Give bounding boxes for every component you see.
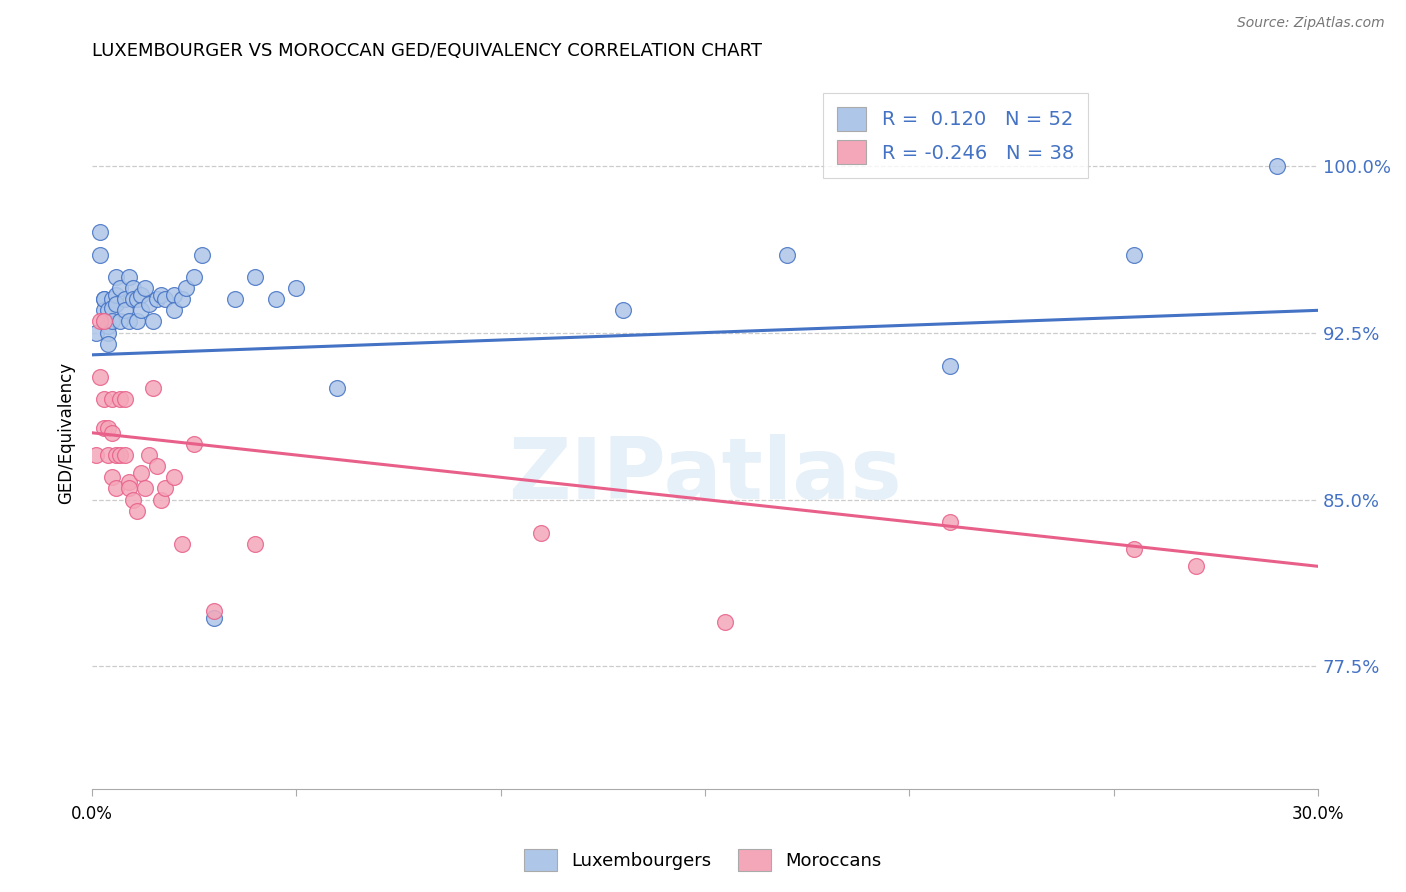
Point bbox=[125, 292, 148, 306]
Point bbox=[129, 287, 152, 301]
Point bbox=[776, 248, 799, 262]
Point bbox=[204, 610, 226, 624]
Point bbox=[121, 292, 143, 306]
Point bbox=[1123, 248, 1146, 262]
Point bbox=[125, 504, 148, 518]
Point bbox=[93, 421, 115, 435]
Point bbox=[97, 421, 120, 435]
Point bbox=[264, 292, 287, 306]
Point bbox=[97, 336, 120, 351]
Point bbox=[1184, 559, 1206, 574]
Point bbox=[170, 537, 193, 551]
Point bbox=[183, 269, 205, 284]
Point bbox=[129, 466, 152, 480]
Point bbox=[142, 381, 165, 395]
Point bbox=[114, 303, 136, 318]
Point bbox=[146, 292, 169, 306]
Point bbox=[191, 248, 214, 262]
Point bbox=[1265, 159, 1288, 173]
Point bbox=[150, 287, 173, 301]
Point bbox=[105, 448, 128, 462]
Point bbox=[84, 326, 107, 340]
Legend: R =  0.120   N = 52, R = -0.246   N = 38: R = 0.120 N = 52, R = -0.246 N = 38 bbox=[824, 94, 1088, 178]
Point bbox=[89, 248, 111, 262]
Point bbox=[117, 314, 139, 328]
Text: LUXEMBOURGER VS MOROCCAN GED/EQUIVALENCY CORRELATION CHART: LUXEMBOURGER VS MOROCCAN GED/EQUIVALENCY… bbox=[91, 42, 762, 60]
Point bbox=[101, 392, 124, 407]
Point bbox=[114, 292, 136, 306]
Point bbox=[97, 326, 120, 340]
Point bbox=[162, 470, 184, 484]
Y-axis label: GED/Equivalency: GED/Equivalency bbox=[58, 361, 75, 504]
Point bbox=[714, 615, 737, 629]
Point bbox=[174, 281, 197, 295]
Point bbox=[97, 448, 120, 462]
Point bbox=[101, 292, 124, 306]
Point bbox=[170, 292, 193, 306]
Point bbox=[117, 482, 139, 496]
Point bbox=[93, 292, 115, 306]
Point bbox=[129, 303, 152, 318]
Point bbox=[101, 301, 124, 315]
Text: Source: ZipAtlas.com: Source: ZipAtlas.com bbox=[1237, 16, 1385, 30]
Point bbox=[89, 226, 111, 240]
Point bbox=[1123, 541, 1146, 556]
Point bbox=[612, 303, 634, 318]
Point bbox=[117, 475, 139, 489]
Point bbox=[89, 370, 111, 384]
Point bbox=[105, 287, 128, 301]
Point bbox=[89, 314, 111, 328]
Text: ZIPatlas: ZIPatlas bbox=[508, 434, 901, 517]
Point bbox=[93, 292, 115, 306]
Point bbox=[105, 296, 128, 310]
Point bbox=[150, 492, 173, 507]
Point bbox=[93, 314, 115, 328]
Point bbox=[285, 281, 308, 295]
Point bbox=[155, 482, 177, 496]
Point bbox=[155, 292, 177, 306]
Point bbox=[939, 359, 962, 373]
Legend: Luxembourgers, Moroccans: Luxembourgers, Moroccans bbox=[517, 842, 889, 879]
Point bbox=[114, 448, 136, 462]
Point bbox=[224, 292, 246, 306]
Point bbox=[162, 287, 184, 301]
Point bbox=[117, 269, 139, 284]
Point bbox=[114, 392, 136, 407]
Point bbox=[245, 537, 267, 551]
Point bbox=[101, 314, 124, 328]
Point bbox=[110, 314, 132, 328]
Point bbox=[97, 303, 120, 318]
Point bbox=[110, 448, 132, 462]
Point bbox=[138, 296, 160, 310]
Point bbox=[101, 470, 124, 484]
Point bbox=[138, 448, 160, 462]
Point bbox=[110, 392, 132, 407]
Point bbox=[93, 303, 115, 318]
Point bbox=[121, 492, 143, 507]
Point bbox=[326, 381, 349, 395]
Point bbox=[97, 318, 120, 333]
Point bbox=[530, 525, 553, 540]
Point bbox=[101, 425, 124, 440]
Point bbox=[134, 281, 156, 295]
Point bbox=[93, 392, 115, 407]
Point bbox=[142, 314, 165, 328]
Point bbox=[162, 303, 184, 318]
Point bbox=[939, 515, 962, 529]
Point bbox=[105, 269, 128, 284]
Point bbox=[245, 269, 267, 284]
Point bbox=[93, 314, 115, 328]
Text: 30.0%: 30.0% bbox=[1292, 805, 1344, 823]
Point bbox=[183, 437, 205, 451]
Point bbox=[146, 459, 169, 474]
Point bbox=[204, 604, 226, 618]
Point bbox=[134, 482, 156, 496]
Point bbox=[110, 281, 132, 295]
Point bbox=[125, 314, 148, 328]
Text: 0.0%: 0.0% bbox=[70, 805, 112, 823]
Point bbox=[121, 281, 143, 295]
Point bbox=[84, 448, 107, 462]
Point bbox=[105, 482, 128, 496]
